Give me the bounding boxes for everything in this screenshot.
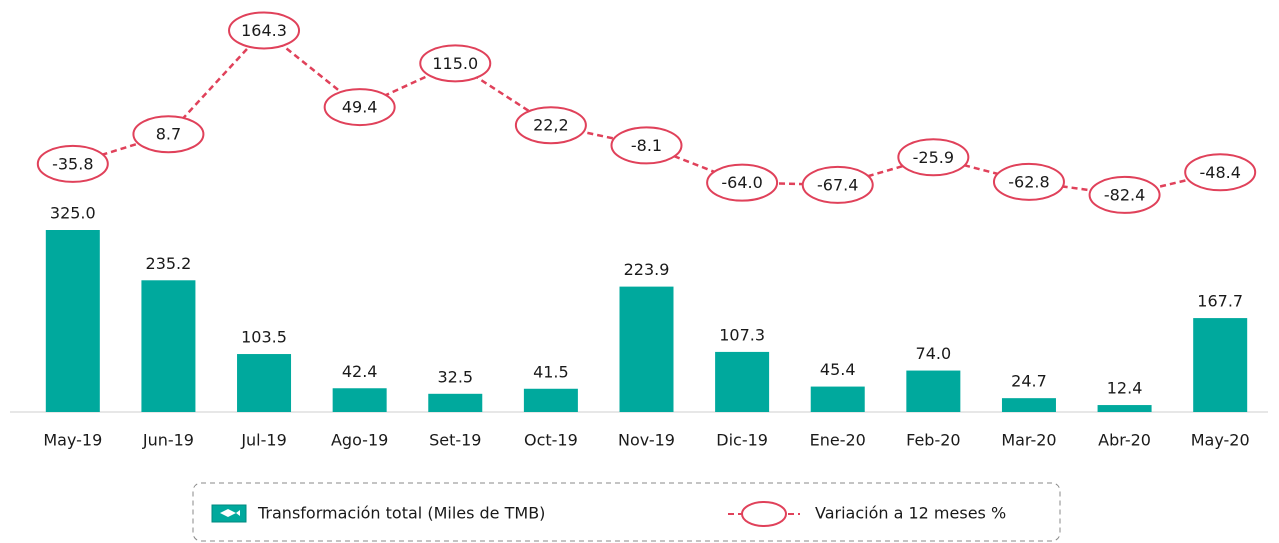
data-label: 12.4 xyxy=(1107,379,1143,398)
legend-fish-icon xyxy=(220,509,240,517)
legend-label: Variación a 12 meses % xyxy=(815,504,1006,523)
x-tick-label: Ago-19 xyxy=(331,431,388,450)
data-label: -64.0 xyxy=(721,173,762,192)
data-label: 325.0 xyxy=(50,204,96,223)
data-label: -67.4 xyxy=(817,175,858,194)
bar xyxy=(332,388,387,412)
point-marker xyxy=(323,88,396,127)
bar xyxy=(428,393,483,412)
point-marker xyxy=(419,44,492,83)
point-marker xyxy=(132,115,205,154)
point-marker xyxy=(992,162,1065,201)
bar xyxy=(1193,318,1248,412)
data-label: 41.5 xyxy=(533,362,569,381)
data-label: -48.4 xyxy=(1199,163,1240,182)
bar xyxy=(810,386,865,412)
x-tick-label: Jul-19 xyxy=(240,431,286,450)
x-tick-label: Ene-20 xyxy=(810,431,866,450)
x-tick-label: May-20 xyxy=(1191,431,1250,450)
legend-box xyxy=(192,482,1061,542)
data-label: -8.1 xyxy=(631,136,662,155)
point-marker xyxy=(514,106,587,145)
point-marker xyxy=(801,165,874,204)
point-marker xyxy=(610,126,683,165)
bar xyxy=(906,370,961,412)
x-tick-label: Abr-20 xyxy=(1098,431,1151,450)
data-label: 74.0 xyxy=(916,344,952,363)
data-label: 103.5 xyxy=(241,328,287,347)
data-label: 49.4 xyxy=(342,98,378,117)
data-label: 32.5 xyxy=(437,367,473,386)
data-label: 115.0 xyxy=(432,54,478,73)
point-marker xyxy=(1088,175,1161,214)
legend-label: Transformación total (Miles de TMB) xyxy=(257,504,545,523)
x-tick-label: Nov-19 xyxy=(618,431,675,450)
bar xyxy=(715,351,770,412)
data-label: 42.4 xyxy=(342,362,378,381)
data-label: 45.4 xyxy=(820,360,856,379)
bar xyxy=(619,286,674,412)
data-label: 24.7 xyxy=(1011,372,1047,391)
data-label: 107.3 xyxy=(719,325,765,344)
x-tick-label: May-19 xyxy=(43,431,102,450)
bar xyxy=(237,354,292,412)
x-tick-label: Jun-19 xyxy=(142,431,194,450)
bar xyxy=(1001,398,1056,412)
data-label: -62.8 xyxy=(1008,172,1049,191)
x-tick-label: Oct-19 xyxy=(524,431,578,450)
point-marker xyxy=(897,138,970,177)
bar xyxy=(141,280,196,412)
point-marker xyxy=(706,163,779,202)
x-tick-label: Dic-19 xyxy=(716,431,768,450)
bar xyxy=(1097,405,1152,412)
point-marker xyxy=(36,144,109,183)
data-label: 8.7 xyxy=(156,125,181,144)
x-tick-label: Feb-20 xyxy=(906,431,960,450)
data-label: -82.4 xyxy=(1104,185,1145,204)
data-label: 235.2 xyxy=(146,254,192,273)
data-label: 223.9 xyxy=(624,260,670,279)
x-tick-label: Set-19 xyxy=(429,431,481,450)
data-label: 22,2 xyxy=(533,116,569,135)
data-label: -25.9 xyxy=(913,148,954,167)
bar xyxy=(523,388,578,412)
data-label: -35.8 xyxy=(52,154,93,173)
bar xyxy=(45,230,100,412)
point-marker xyxy=(228,11,301,50)
x-tick-label: Mar-20 xyxy=(1001,431,1056,450)
data-label: 164.3 xyxy=(241,21,287,40)
point-marker xyxy=(1184,153,1257,192)
data-label: 167.7 xyxy=(1197,292,1243,311)
legend-marker xyxy=(741,501,787,527)
